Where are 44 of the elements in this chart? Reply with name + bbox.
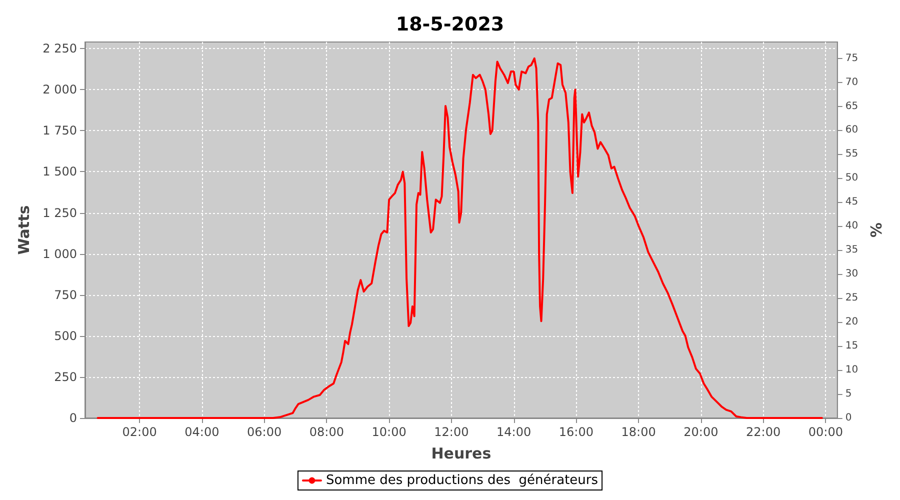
y2-tick-label: 15	[845, 340, 858, 352]
x-tick-label: 08:00	[309, 425, 344, 439]
y-tick-label: 2 250	[42, 42, 77, 56]
y2-tick-label: 75	[845, 52, 858, 64]
x-tick-label: 06:00	[247, 425, 282, 439]
x-tick-label: 02:00	[122, 425, 157, 439]
line-series	[96, 57, 823, 419]
y-tick-label: 2 000	[42, 82, 77, 97]
y2-tick-label: 5	[845, 388, 852, 400]
x-tick-label: 04:00	[184, 425, 220, 439]
x-tick-label: 16:00	[558, 425, 594, 439]
y-tick-label: 1 000	[42, 246, 77, 261]
x-tick-label: 10:00	[372, 425, 406, 439]
y-tick-label: 1 500	[42, 164, 77, 179]
y-tick-label: 750	[54, 288, 77, 302]
y-tick-label: 500	[54, 328, 77, 343]
x-tick-label: 22:00	[746, 425, 781, 439]
legend-label: Somme des productions des générateurs	[326, 473, 598, 488]
y2-axis-title: %	[868, 222, 886, 238]
x-axis-title: Heures	[431, 444, 492, 462]
y2-tick-label: 0	[845, 412, 852, 424]
x-tick-label: 12:00	[434, 425, 469, 439]
y-axis-title: Watts	[15, 205, 34, 255]
chart-title: 18-5-2023	[396, 14, 504, 36]
y2-tick-label: 50	[845, 172, 858, 184]
y2-tick-label: 55	[845, 148, 858, 160]
y2-tick-label: 30	[845, 268, 858, 280]
y-tick-label: 1 750	[42, 124, 77, 138]
y2-tick-label: 65	[845, 100, 858, 112]
x-tick-label: 14:00	[496, 425, 532, 439]
y2-tick-label: 40	[845, 220, 858, 232]
y2-tick-label: 60	[845, 124, 858, 136]
y2-tick-label: 10	[845, 364, 858, 376]
x-tick-label: 18:00	[621, 425, 656, 439]
y2-tick-label: 45	[845, 196, 858, 208]
y-tick-label: 0	[69, 411, 77, 425]
y2-tick-label: 20	[845, 316, 858, 328]
x-tick-label: 00:00	[808, 425, 843, 439]
x-tick-label: 20:00	[684, 425, 718, 439]
y2-tick-label: 35	[845, 244, 858, 256]
y2-tick-label: 70	[845, 76, 858, 88]
y-tick-label: 250	[54, 370, 77, 384]
y2-tick-label: 25	[845, 292, 858, 304]
y-tick-label: 1 250	[42, 206, 77, 220]
